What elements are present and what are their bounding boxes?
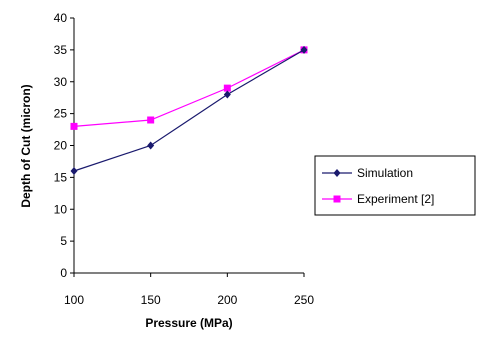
y-tick-label: 20 bbox=[54, 139, 68, 153]
y-tick-label: 35 bbox=[54, 43, 68, 57]
y-tick-label: 40 bbox=[54, 11, 68, 25]
data-point bbox=[147, 116, 155, 124]
y-tick-label: 0 bbox=[60, 266, 67, 280]
legend-marker bbox=[333, 195, 341, 203]
legend: Simulation Experiment [2] bbox=[314, 155, 476, 216]
y-tick-label: 30 bbox=[54, 75, 68, 89]
y-tick-label: 25 bbox=[54, 107, 68, 121]
y-tick-label: 15 bbox=[54, 170, 68, 184]
data-point bbox=[147, 141, 155, 150]
data-point bbox=[300, 45, 308, 54]
series-line-0 bbox=[73, 49, 305, 172]
x-axis-label: Pressure (MPa) bbox=[145, 316, 232, 330]
data-point bbox=[70, 122, 78, 130]
y-ticks: 0 5 10 15 20 25 30 35 40 bbox=[54, 11, 74, 280]
legend-label: Simulation bbox=[357, 166, 413, 180]
axes bbox=[73, 18, 304, 274]
legend-box bbox=[314, 155, 476, 216]
data-point bbox=[223, 90, 231, 99]
y-tick-label: 10 bbox=[54, 202, 68, 216]
series-layer bbox=[70, 45, 308, 175]
series-line-1 bbox=[73, 49, 305, 127]
legend-marker bbox=[333, 169, 341, 177]
x-tick-label: 200 bbox=[217, 293, 237, 307]
x-tick-label: 150 bbox=[141, 293, 161, 307]
data-point bbox=[223, 84, 231, 92]
legend-label: Experiment [2] bbox=[357, 192, 434, 206]
y-tick-label: 5 bbox=[60, 234, 67, 248]
y-axis-label: Depth of Cut (micron) bbox=[19, 84, 33, 207]
x-tick-label: 250 bbox=[294, 293, 314, 307]
data-point bbox=[70, 167, 78, 175]
x-ticks: 100 150 200 250 bbox=[64, 273, 314, 307]
x-tick-label: 100 bbox=[64, 293, 84, 307]
